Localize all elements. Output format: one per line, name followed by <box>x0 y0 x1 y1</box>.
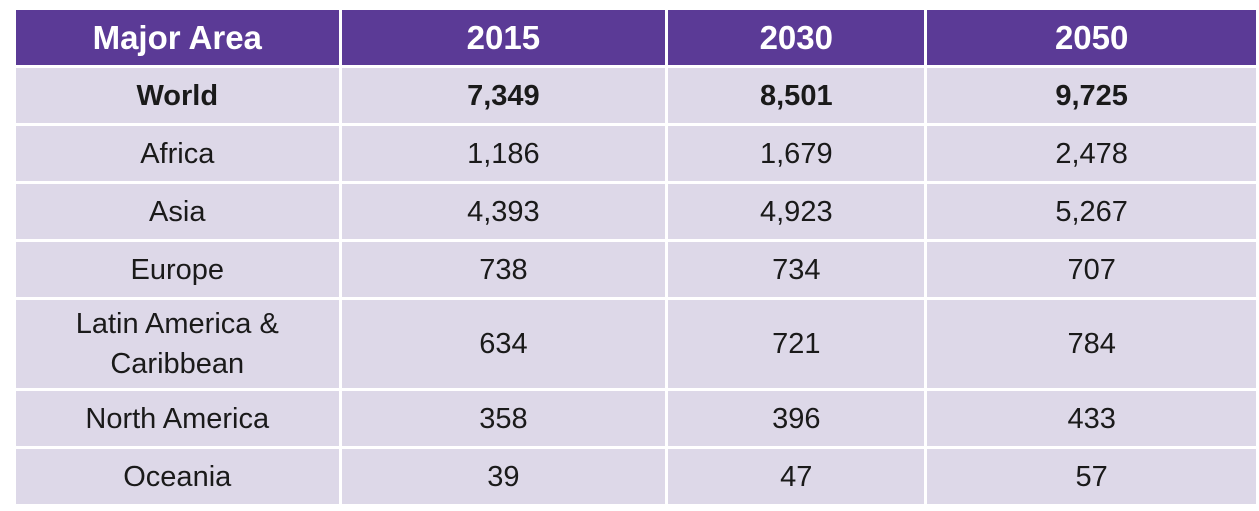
value-cell: 4,923 <box>668 184 925 239</box>
table-row-latin-america-caribbean: Latin America & Caribbean 634 721 784 <box>16 300 1256 388</box>
value-cell: 7,349 <box>341 68 666 123</box>
header-cell-major-area: Major Area <box>16 10 339 65</box>
value-cell: 634 <box>341 300 666 388</box>
value-cell: 39 <box>341 449 666 504</box>
value-cell: 738 <box>341 242 666 297</box>
table-row-asia: Asia 4,393 4,923 5,267 <box>16 184 1256 239</box>
value-cell: 1,186 <box>341 126 666 181</box>
value-cell: 2,478 <box>927 126 1256 181</box>
area-cell: North America <box>16 391 339 446</box>
area-cell: World <box>16 68 339 123</box>
value-cell: 734 <box>668 242 925 297</box>
value-cell: 433 <box>927 391 1256 446</box>
area-cell: Latin America & Caribbean <box>16 300 339 388</box>
header-cell-2050: 2050 <box>927 10 1256 65</box>
value-cell: 8,501 <box>668 68 925 123</box>
area-cell: Oceania <box>16 449 339 504</box>
population-projection-table: Major Area 2015 2030 2050 World 7,349 8,… <box>13 7 1259 507</box>
table-row-north-america: North America 358 396 433 <box>16 391 1256 446</box>
value-cell: 784 <box>927 300 1256 388</box>
area-cell: Africa <box>16 126 339 181</box>
value-cell: 4,393 <box>341 184 666 239</box>
value-cell: 358 <box>341 391 666 446</box>
table-row-world: World 7,349 8,501 9,725 <box>16 68 1256 123</box>
value-cell: 47 <box>668 449 925 504</box>
header-cell-2015: 2015 <box>341 10 666 65</box>
header-row: Major Area 2015 2030 2050 <box>16 10 1256 65</box>
value-cell: 1,679 <box>668 126 925 181</box>
area-cell: Europe <box>16 242 339 297</box>
value-cell: 57 <box>927 449 1256 504</box>
value-cell: 396 <box>668 391 925 446</box>
value-cell: 5,267 <box>927 184 1256 239</box>
value-cell: 9,725 <box>927 68 1256 123</box>
table-row-europe: Europe 738 734 707 <box>16 242 1256 297</box>
table-row-africa: Africa 1,186 1,679 2,478 <box>16 126 1256 181</box>
header-cell-2030: 2030 <box>668 10 925 65</box>
value-cell: 721 <box>668 300 925 388</box>
table-row-oceania: Oceania 39 47 57 <box>16 449 1256 504</box>
area-cell: Asia <box>16 184 339 239</box>
value-cell: 707 <box>927 242 1256 297</box>
